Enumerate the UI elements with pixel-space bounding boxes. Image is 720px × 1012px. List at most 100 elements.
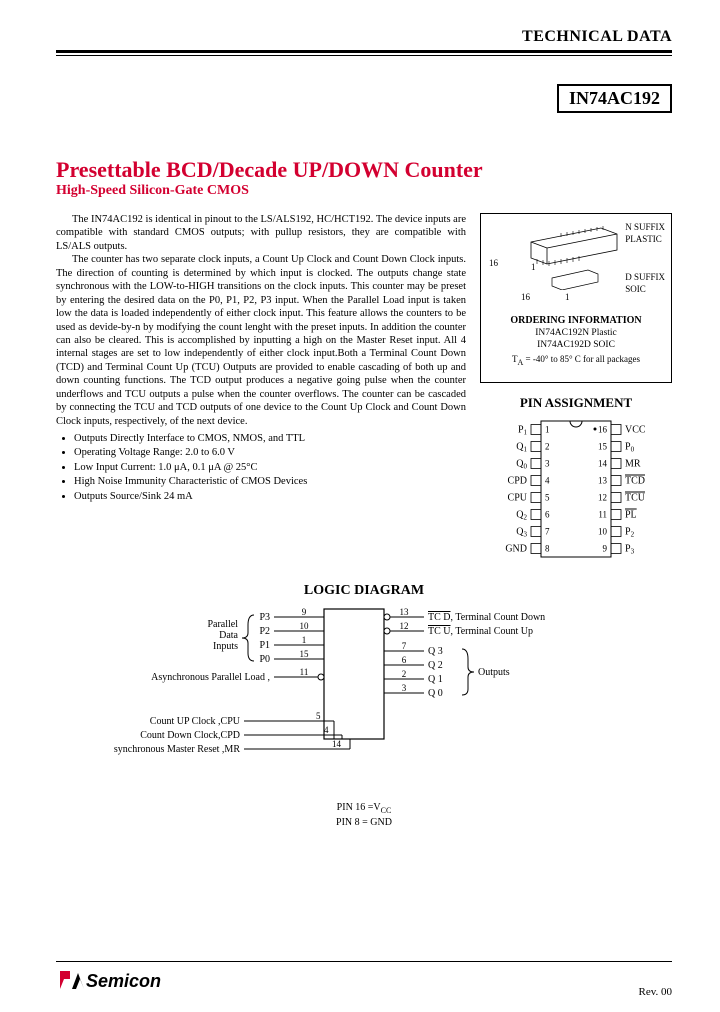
- header-label: TECHNICAL DATA: [56, 28, 672, 46]
- feature-item: Outputs Directly Interface to CMOS, NMOS…: [74, 432, 466, 445]
- company-logo: Semicon: [56, 965, 196, 998]
- svg-text:8: 8: [545, 544, 550, 554]
- body-text-column: The IN74AC192 is identical in pinout to …: [56, 213, 466, 565]
- feature-item: Outputs Source/Sink 24 mA: [74, 490, 466, 503]
- pin-note-vcc: PIN 16 =VCC: [56, 801, 672, 816]
- pin-1-label: 1: [531, 262, 536, 274]
- pin-note-gnd: PIN 8 = GND: [56, 816, 672, 829]
- svg-text:P2: P2: [625, 527, 635, 539]
- logic-diagram: P3 9 P2 10 P1 1 P0 15 ParallelDataInputs Asynchro…: [114, 603, 614, 793]
- right-column: N SUFFIXPLASTIC 16 1 D SUFFIXSOIC 16 1 O…: [480, 213, 672, 565]
- svg-text:14: 14: [598, 459, 608, 469]
- svg-text:TCU: TCU: [625, 493, 646, 504]
- feature-list: Outputs Directly Interface to CMOS, NMOS…: [56, 432, 466, 503]
- svg-text:Q 1: Q 1: [428, 674, 443, 685]
- svg-text:Asynchronous Parallel Load ,: Asynchronous Parallel Load ,: [151, 672, 270, 683]
- soic-label: D SUFFIXSOIC: [625, 272, 665, 295]
- pin-assignment-diagram: 1P116VCC2Q115P03Q014MR4CPD13TCD5CPU12TCU…: [491, 415, 661, 565]
- svg-text:12: 12: [400, 621, 409, 631]
- pin-assignment-title: PIN ASSIGNMENT: [480, 395, 672, 411]
- svg-text:Q3: Q3: [516, 527, 527, 539]
- svg-text:16: 16: [598, 425, 608, 435]
- svg-text:Parallel: Parallel: [207, 619, 238, 630]
- paragraph-1: The IN74AC192 is identical in pinout to …: [56, 213, 466, 253]
- svg-text:13: 13: [598, 476, 608, 486]
- footer: Semicon Rev. 00: [56, 965, 672, 998]
- feature-item: Low Input Current: 1.0 μA, 0.1 μA @ 25°C: [74, 461, 466, 474]
- svg-text:TCD: TCD: [625, 476, 645, 487]
- svg-text:PL: PL: [625, 510, 637, 521]
- svg-text:VCC: VCC: [625, 425, 646, 436]
- svg-text:15: 15: [300, 649, 310, 659]
- part-number-box: IN74AC192: [557, 84, 672, 113]
- svg-text:P2: P2: [259, 626, 270, 637]
- svg-text:GND: GND: [505, 544, 527, 555]
- svg-text:P3: P3: [259, 612, 270, 623]
- pin-notes: PIN 16 =VCC PIN 8 = GND: [56, 801, 672, 829]
- footer-rule: [56, 961, 672, 962]
- svg-text:Q 2: Q 2: [428, 660, 443, 671]
- svg-text:Q 0: Q 0: [428, 688, 443, 699]
- page-subtitle: High-Speed Silicon-Gate CMOS: [56, 183, 672, 199]
- svg-text:TC D, Terminal Count Down: TC D, Terminal Count Down: [428, 612, 545, 623]
- svg-text:7: 7: [545, 527, 550, 537]
- svg-text:10: 10: [598, 527, 608, 537]
- svg-text:Data: Data: [219, 630, 238, 641]
- main-content-row: The IN74AC192 is identical in pinout to …: [56, 213, 672, 565]
- revision-label: Rev. 00: [638, 986, 672, 998]
- svg-text:12: 12: [598, 493, 607, 503]
- svg-text:4: 4: [545, 476, 550, 486]
- svg-text:9: 9: [302, 607, 307, 617]
- svg-text:7: 7: [402, 641, 407, 651]
- ordering-line: IN74AC192N Plastic: [487, 327, 665, 339]
- svg-text:Count UP Clock ,CPU: Count UP Clock ,CPU: [150, 716, 241, 727]
- svg-text:1: 1: [302, 635, 307, 645]
- svg-text:11: 11: [598, 510, 607, 520]
- feature-item: Operating Voltage Range: 2.0 to 6.0 V: [74, 446, 466, 459]
- svg-text:15: 15: [598, 442, 608, 452]
- page-title: Presettable BCD/Decade UP/DOWN Counter: [56, 113, 672, 183]
- dip-label: N SUFFIXPLASTIC: [625, 222, 665, 245]
- paragraph-2: The counter has two separate clock input…: [56, 253, 466, 428]
- ordering-title: ORDERING INFORMATION: [487, 314, 665, 327]
- header-rule-thick: [56, 50, 672, 53]
- svg-text:2: 2: [402, 669, 407, 679]
- svg-text:P1: P1: [259, 640, 270, 651]
- svg-text:P1: P1: [518, 425, 528, 437]
- feature-item: High Noise Immunity Characteristic of CM…: [74, 475, 466, 488]
- ordering-line: IN74AC192D SOIC: [487, 339, 665, 351]
- svg-text:Count Down Clock,CPD: Count Down Clock,CPD: [140, 730, 240, 741]
- svg-text:P0: P0: [625, 442, 635, 454]
- temp-range: TA = -40° to 85° C for all packages: [487, 354, 665, 368]
- svg-text:P0: P0: [259, 654, 270, 665]
- svg-text:Asynchronous Master Reset ,MR: Asynchronous Master Reset ,MR: [114, 744, 240, 755]
- logic-diagram-title: LOGIC DIAGRAM: [56, 583, 672, 599]
- svg-text:4: 4: [324, 725, 329, 735]
- svg-text:MR: MR: [625, 459, 641, 470]
- svg-text:TC U, Terminal Count Up: TC U, Terminal Count Up: [428, 626, 533, 637]
- dip-package-icon: [521, 222, 631, 266]
- svg-text:Semicon: Semicon: [86, 971, 161, 991]
- svg-text:Inputs: Inputs: [213, 641, 238, 652]
- svg-text:13: 13: [400, 607, 410, 617]
- svg-text:9: 9: [603, 544, 608, 554]
- svg-text:2: 2: [545, 442, 550, 452]
- svg-text:3: 3: [402, 683, 407, 693]
- svg-text:5: 5: [316, 711, 321, 721]
- pin-16-label: 16: [489, 258, 498, 270]
- svg-text:11: 11: [300, 667, 309, 677]
- svg-text:CPU: CPU: [508, 493, 528, 504]
- soic-package-icon: [546, 266, 606, 290]
- svg-text:14: 14: [332, 739, 342, 749]
- soic-pin1: 1: [565, 292, 570, 304]
- svg-text:Q0: Q0: [516, 459, 527, 471]
- svg-text:3: 3: [545, 459, 550, 469]
- svg-text:10: 10: [300, 621, 310, 631]
- svg-text:Q2: Q2: [516, 510, 527, 522]
- svg-text:P3: P3: [625, 544, 635, 556]
- svg-text:Outputs: Outputs: [478, 667, 510, 678]
- svg-text:CPD: CPD: [508, 476, 527, 487]
- svg-text:1: 1: [545, 425, 550, 435]
- svg-text:5: 5: [545, 493, 550, 503]
- package-box: N SUFFIXPLASTIC 16 1 D SUFFIXSOIC 16 1 O…: [480, 213, 672, 383]
